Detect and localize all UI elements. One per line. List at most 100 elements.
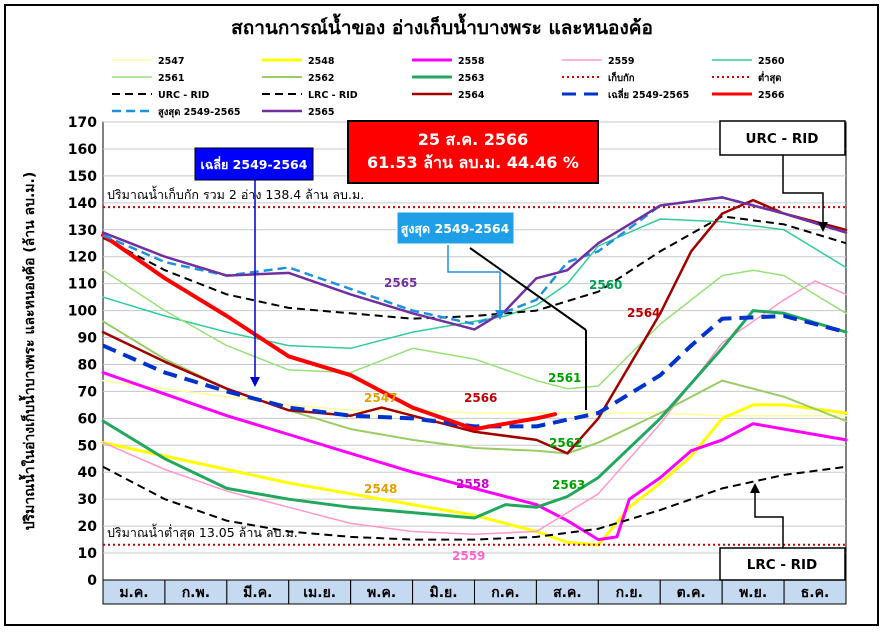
y-tick-label: 60	[78, 411, 98, 427]
series-line-LRC---RID	[102, 465, 847, 541]
y-tick-label: 30	[78, 492, 98, 508]
legend-label: 2547	[158, 56, 184, 67]
series-line-เฉลี่ย-2549-2565	[102, 314, 847, 429]
legend-label: 2566	[758, 90, 785, 101]
legend-label: เฉลี่ย 2549-2565	[608, 87, 689, 101]
inline-series-label: 2566	[464, 391, 497, 405]
y-tick-label: 20	[78, 519, 98, 535]
inline-series-label: 2558	[456, 477, 489, 491]
current-date-text: 25 ส.ค. 2566	[418, 130, 529, 149]
avg-label-text: เฉลี่ย 2549-2564	[201, 156, 308, 172]
month-band	[412, 579, 476, 605]
x-tick-label: มี.ค.	[243, 585, 272, 601]
inline-series-label: 2548	[364, 482, 397, 496]
title-band	[10, 10, 875, 45]
y-tick-label: 150	[68, 169, 97, 185]
month-band	[288, 579, 352, 605]
month-band	[474, 579, 537, 605]
series-line-URC---RID	[102, 215, 847, 320]
x-tick-label: ม.ค.	[119, 585, 148, 601]
avg-label-box	[194, 147, 314, 181]
month-band	[350, 579, 414, 605]
series-line-2560	[102, 218, 847, 350]
lrc-arrowhead	[750, 483, 760, 493]
legend-label: 2563	[458, 73, 484, 84]
month-band	[783, 579, 847, 605]
month-band	[226, 579, 290, 605]
avg-arrowhead	[250, 377, 260, 387]
capacity-label: ปริมาณน้ำเก็บกัก รวม 2 อ่าง 138.4 ล้าน ล…	[107, 185, 364, 202]
max-arrowhead	[495, 310, 505, 320]
legend-label: สูงสุด 2549-2565	[158, 107, 241, 119]
series-line-2561	[102, 269, 847, 390]
month-band	[102, 579, 166, 605]
inline-series-label: 2561	[548, 371, 581, 385]
max-box-leader	[447, 245, 501, 317]
legend-label: 2562	[308, 73, 334, 84]
x-tick-label: ก.ย.	[616, 585, 643, 601]
legend-label: เก็บกัก	[608, 71, 635, 84]
y-tick-label: 100	[68, 304, 97, 320]
inline-series-label: 2559	[452, 549, 485, 563]
y-tick-label: 80	[78, 357, 98, 373]
minimum-label: ปริมาณน้ำต่ำสุด 13.05 ล้าน ลบ.ม.	[107, 523, 298, 541]
urc-label-box	[719, 120, 846, 156]
legend-label: ต่ำสุด	[758, 70, 781, 84]
legend-label: 2558	[458, 56, 485, 67]
legend-label: URC - RID	[158, 90, 209, 101]
inline-series-label: 2564	[627, 306, 660, 320]
legend-label: 2560	[758, 56, 785, 67]
max-label-text: สูงสุด 2549-2564	[401, 221, 510, 237]
legend-label: 2559	[608, 56, 634, 67]
y-tick-label: 10	[78, 546, 98, 562]
chart-title: สถานการณ์น้ำของ อ่างเก็บน้ำบางพระ และหนอ…	[231, 13, 653, 39]
legend-label: 2564	[458, 90, 485, 101]
month-band	[721, 579, 785, 605]
inline-series-label: 2565	[384, 276, 417, 290]
series-line-2564	[101, 198, 848, 455]
y-tick-label: 90	[78, 331, 98, 347]
y-tick-label: 50	[78, 438, 98, 454]
legend-label: LRC - RID	[308, 90, 358, 101]
legend-label: 2548	[308, 56, 335, 67]
current-value-box	[347, 120, 599, 184]
y-tick-label: 130	[68, 223, 97, 239]
urc-box-leader	[782, 155, 824, 229]
inline-series-label: 2547	[364, 391, 397, 405]
x-tick-label: ก.พ.	[182, 585, 210, 601]
legend-label: 2565	[308, 107, 334, 118]
lrc-box-leader	[754, 490, 784, 548]
series-line-2563	[101, 309, 848, 520]
inline-series-label: 2562	[549, 436, 582, 450]
month-band	[659, 579, 723, 605]
series-line-2566	[101, 233, 557, 432]
y-tick-label: 110	[68, 277, 97, 293]
plot-area: 0 10 20 30 40 50 60 70 80 90 100 110 120 130 140 150 160…	[18, 115, 848, 605]
x-tick-label: มิ.ย.	[430, 585, 458, 601]
inline-series-label: 2560	[589, 278, 622, 292]
urc-arrowhead	[818, 222, 828, 232]
series-line-2547	[102, 379, 847, 417]
y-axis-label: ปริมาณน้ำในอ่างเก็บน้ำบางพระ และหนองค้อ …	[18, 172, 38, 531]
x-tick-label: ส.ค.	[553, 585, 582, 601]
lrc-label-box	[719, 547, 846, 581]
x-tick-label: เม.ย.	[303, 585, 336, 601]
y-tick-label: 160	[68, 142, 97, 158]
inline-series-label: 2563	[552, 478, 585, 492]
x-tick-label: พ.ค.	[367, 585, 396, 601]
legend: 2547 2548 2558 2559 2560 2561 2562 2563 เก็บกัก ต…	[112, 56, 785, 119]
x-tick-label: ก.ค.	[491, 585, 519, 601]
y-tick-label: 140	[68, 196, 97, 212]
series-line-2548	[101, 403, 848, 547]
x-tick-label: ธ.ค.	[801, 585, 830, 601]
lrc-label-text: LRC - RID	[747, 557, 818, 573]
urc-label-text: URC - RID	[746, 131, 819, 147]
series-line-2565	[101, 196, 848, 331]
current-box-leader	[469, 247, 587, 331]
y-tick-label: 170	[68, 115, 97, 131]
x-tick-label: พ.ย.	[739, 585, 767, 601]
y-tick-label: 70	[78, 384, 98, 400]
legend-label: 2561	[158, 73, 184, 84]
max-label-box	[396, 211, 515, 245]
